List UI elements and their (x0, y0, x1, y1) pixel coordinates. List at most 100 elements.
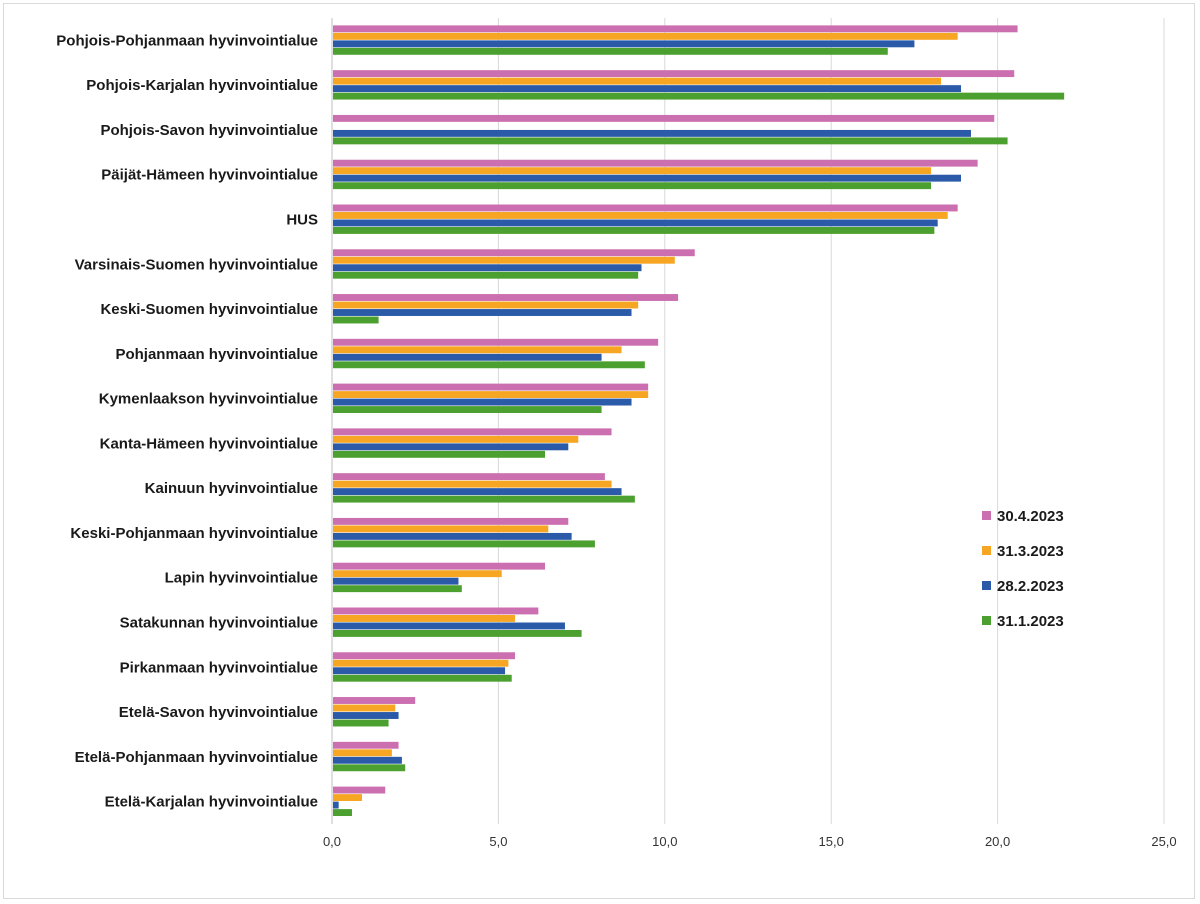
bar (333, 137, 1008, 145)
bar (333, 92, 1065, 100)
category-label: Pohjanmaan hyvinvointialue (115, 346, 318, 363)
bar (333, 77, 942, 85)
bar (333, 570, 502, 578)
bar (333, 346, 622, 354)
legend-swatch (982, 546, 991, 555)
bar (333, 70, 1015, 78)
bar (333, 562, 545, 570)
bar (333, 338, 659, 346)
bar (333, 361, 645, 369)
legend-label: 31.3.2023 (997, 543, 1064, 560)
bar (333, 719, 389, 727)
chart-frame: 0,0 5,0 10,0 15,0 20,0 25,0 Pohjois-Pohjanmaan… (3, 3, 1195, 899)
bar (333, 697, 416, 704)
bar (333, 525, 549, 533)
bar (333, 264, 642, 272)
bar (333, 540, 595, 548)
legend-label: 28.2.2023 (997, 578, 1064, 595)
bar (333, 630, 582, 637)
bar (333, 212, 948, 219)
bar (333, 256, 675, 264)
category-label: Pohjois-Karjalan hyvinvointialue (86, 77, 318, 94)
category-label: Varsinais-Suomen hyvinvointialue (75, 256, 318, 273)
bar (333, 129, 971, 137)
bar (333, 167, 932, 175)
category-label: Päijät-Hämeen hyvinvointialue (101, 167, 318, 184)
category-label: HUS (286, 212, 318, 229)
category-label: Pohjois-Savon hyvinvointialue (100, 122, 318, 139)
x-tick-label: 0,0 (323, 834, 341, 849)
bar (333, 674, 512, 682)
bar (333, 316, 379, 324)
bar (333, 450, 545, 458)
category-label: Kanta-Hämeen hyvinvointialue (100, 435, 318, 452)
bar (333, 174, 961, 182)
bar (333, 488, 622, 496)
bar (333, 40, 915, 48)
category-label: Keski-Suomen hyvinvointialue (100, 301, 318, 318)
category-label: Etelä-Pohjanmaan hyvinvointialue (75, 749, 318, 766)
bar (333, 607, 539, 615)
bar (333, 473, 605, 481)
bar (333, 794, 362, 802)
category-label: Pirkanmaan hyvinvointialue (120, 659, 318, 676)
category-label: Etelä-Savon hyvinvointialue (119, 704, 318, 721)
bar (333, 47, 888, 55)
bar (333, 204, 958, 212)
bar (333, 480, 612, 488)
bar (333, 271, 639, 279)
bar (333, 353, 602, 361)
bar (333, 25, 1018, 33)
bar (333, 159, 978, 167)
bar (333, 249, 695, 257)
category-label: Keski-Pohjanmaan hyvinvointialue (70, 525, 318, 542)
bar (333, 749, 392, 757)
bar (333, 652, 516, 660)
category-label: Kainuun hyvinvointialue (145, 480, 318, 497)
bar (333, 301, 639, 309)
category-label: Kymenlaakson hyvinvointialue (99, 391, 318, 408)
bar (333, 809, 352, 817)
bar (333, 704, 396, 712)
bar (333, 443, 569, 451)
legend-label: 31.1.2023 (997, 613, 1064, 630)
x-tick-label: 10,0 (652, 834, 677, 849)
legend-swatch (982, 616, 991, 625)
bar (333, 667, 506, 675)
bar (333, 615, 516, 622)
bar (333, 114, 995, 122)
bar (333, 764, 406, 772)
x-tick-label: 5,0 (489, 834, 507, 849)
bar (333, 659, 509, 667)
bar (333, 532, 572, 540)
category-label: Pohjois-Pohjanmaan hyvinvointialue (56, 32, 318, 49)
bar (333, 786, 386, 794)
category-label: Satakunnan hyvinvointialue (120, 615, 318, 632)
bar (333, 406, 602, 414)
bar (333, 577, 459, 585)
bar (333, 585, 462, 593)
bar (333, 435, 579, 443)
bar (333, 622, 565, 630)
legend-label: 30.4.2023 (997, 508, 1064, 525)
bar-chart: 0,0 5,0 10,0 15,0 20,0 25,0 Pohjois-Pohjanmaan… (56, 18, 1177, 849)
bar (333, 712, 399, 719)
bar (333, 428, 612, 436)
category-label: Lapin hyvinvointialue (165, 570, 318, 587)
bar (333, 517, 569, 525)
bar (333, 85, 961, 93)
bar (333, 294, 679, 301)
bar (333, 741, 399, 749)
bar (333, 801, 339, 809)
bar (333, 756, 402, 764)
legend-swatch (982, 511, 991, 520)
bar (333, 309, 632, 316)
x-tick-label: 15,0 (819, 834, 844, 849)
bar (333, 227, 935, 234)
legend-swatch (982, 581, 991, 590)
bar (333, 32, 958, 40)
bar (333, 398, 632, 406)
bar (333, 391, 649, 399)
bar (333, 495, 635, 503)
x-tick-label: 20,0 (985, 834, 1010, 849)
